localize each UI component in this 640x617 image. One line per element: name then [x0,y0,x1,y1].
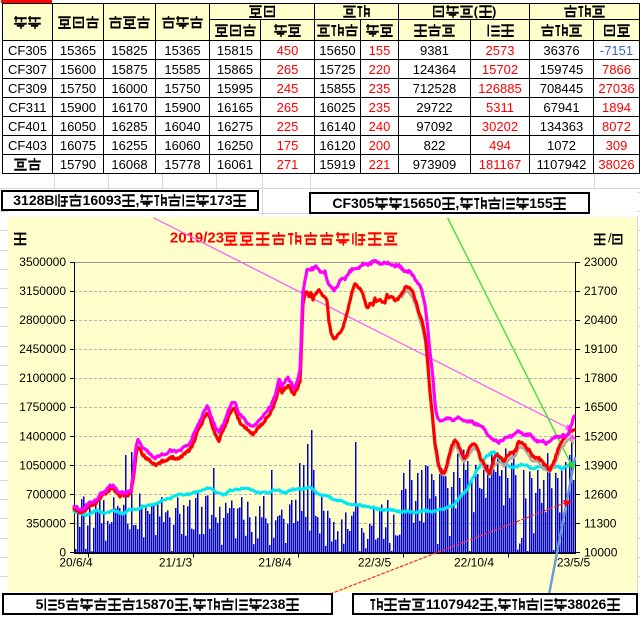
svg-text:350000: 350000 [26,517,66,531]
svg-text:23000: 23000 [584,255,618,269]
svg-text:2100000: 2100000 [19,371,66,385]
svg-text:15200: 15200 [584,429,618,443]
svg-text:21/8/4: 21/8/4 [258,556,292,570]
svg-text:3500000: 3500000 [19,255,66,269]
svg-text:17800: 17800 [584,371,618,385]
svg-text:3150000: 3150000 [19,284,66,298]
svg-text:23/5/5: 23/5/5 [557,556,591,570]
svg-text:1750000: 1750000 [19,400,66,414]
svg-text:21700: 21700 [584,284,618,298]
svg-text:1050000: 1050000 [19,458,66,472]
svg-text:2800000: 2800000 [19,313,66,327]
svg-text:19100: 19100 [584,342,618,356]
svg-text:20/6/4: 20/6/4 [59,556,93,570]
svg-text:/: / [608,230,612,245]
svg-text:11300: 11300 [584,517,617,531]
svg-text:16500: 16500 [584,400,618,414]
svg-text:0: 0 [59,546,66,560]
svg-text:2019/23: 2019/23 [170,230,224,247]
svg-text:21/1/3: 21/1/3 [159,556,193,570]
svg-text:1400000: 1400000 [19,429,66,443]
svg-text:700000: 700000 [26,487,66,501]
svg-text:13900: 13900 [584,458,618,472]
svg-text:10000: 10000 [584,546,618,560]
svg-text:22/10/4: 22/10/4 [454,556,494,570]
svg-text:20400: 20400 [584,313,618,327]
svg-text:12600: 12600 [584,487,618,501]
svg-text:22/3/5: 22/3/5 [358,556,392,570]
svg-text:2450000: 2450000 [19,342,66,356]
